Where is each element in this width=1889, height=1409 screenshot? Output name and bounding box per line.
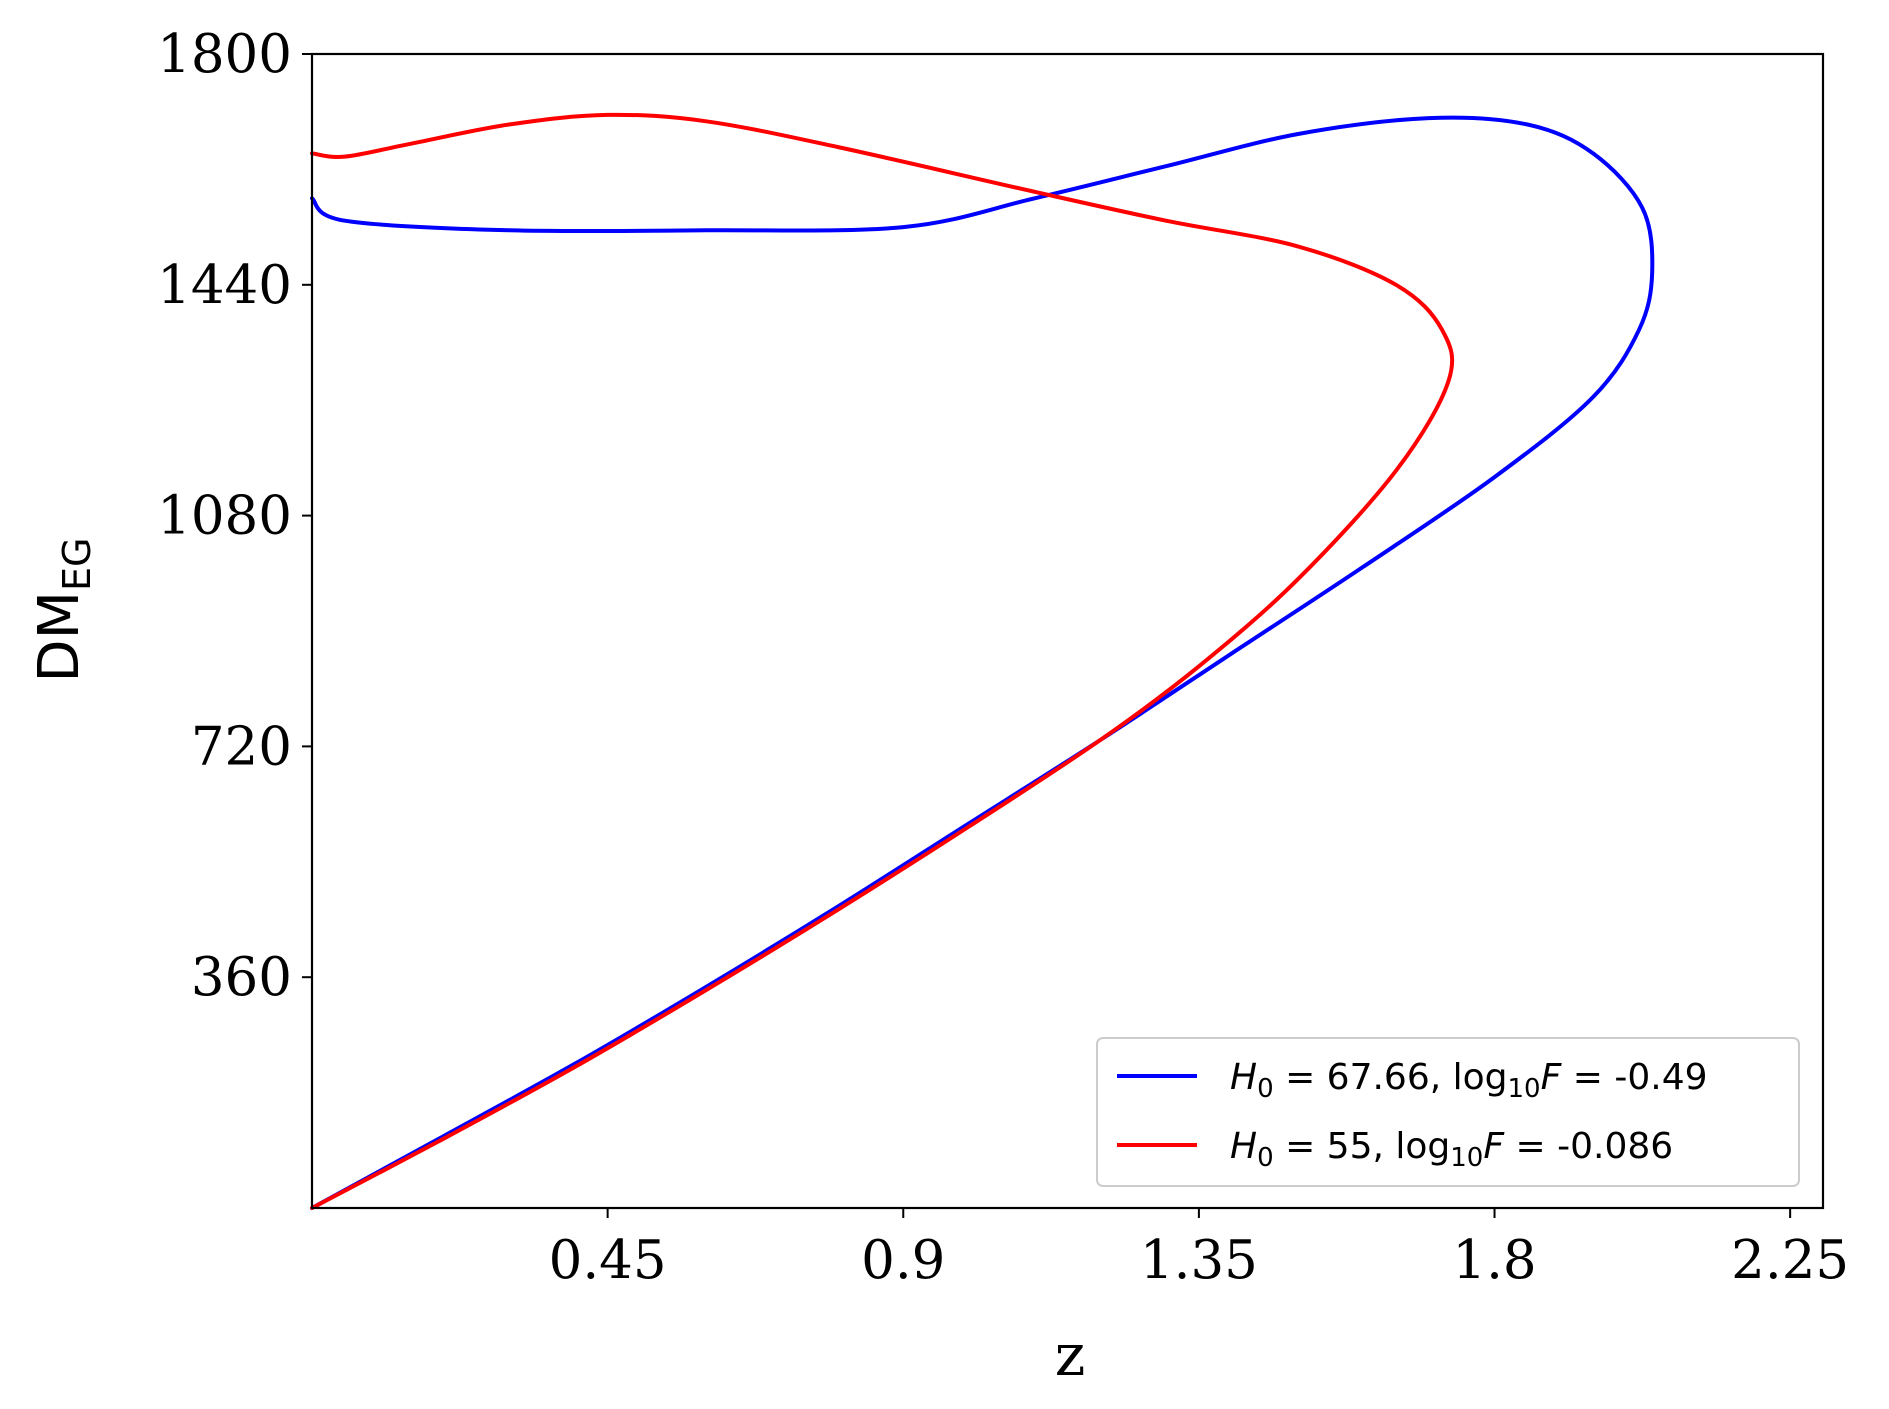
series-line-1 <box>310 115 1655 1210</box>
legend-label-2: H0 = 55, log10F = -0.086 <box>1230 1126 1673 1173</box>
series-line-2 <box>310 112 1455 1210</box>
plot-frame <box>310 52 1825 1210</box>
x-tick-label: 1.8 <box>1452 1230 1536 1291</box>
y-tick-label: 720 <box>191 716 292 777</box>
ticks: 0.45 0.9 1.35 1.8 2.25 360 720 1080 1440 1800 <box>157 24 1849 1291</box>
x-tick-label: 0.9 <box>861 1230 945 1291</box>
legend-label-1: H0 = 67.66, log10F = -0.49 <box>1230 1057 1708 1104</box>
x-tick-label: 0.45 <box>549 1230 667 1291</box>
axes <box>310 52 1825 1210</box>
y-tick-label: 360 <box>191 947 292 1008</box>
legend: H0 = 67.66, log10F = -0.49 H0 = 55, log10… <box>1096 1037 1800 1187</box>
y-axis-label-sub: EG <box>55 538 99 591</box>
x-tick-label: 1.35 <box>1140 1230 1258 1291</box>
x-axis-label: z <box>1055 1321 1086 1389</box>
y-tick-label: 1440 <box>157 255 292 316</box>
plot-area <box>310 112 1655 1210</box>
svg-text:DMEG: DMEG <box>27 538 99 683</box>
legend-box <box>1096 1037 1800 1187</box>
y-axis-label-main: DM <box>27 591 92 682</box>
y-tick-label: 1080 <box>157 486 292 547</box>
y-axis-label: DMEG <box>27 538 99 683</box>
x-tick-label: 2.25 <box>1731 1230 1849 1291</box>
y-tick-label: 1800 <box>157 24 292 85</box>
